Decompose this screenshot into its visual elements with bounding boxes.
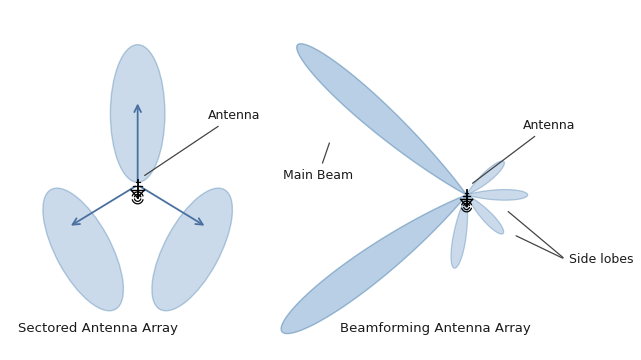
Polygon shape <box>297 44 467 195</box>
Text: Beamforming Antenna Array: Beamforming Antenna Array <box>340 322 531 336</box>
Polygon shape <box>467 195 504 234</box>
Text: Side lobes: Side lobes <box>569 253 633 266</box>
Polygon shape <box>467 161 504 195</box>
Polygon shape <box>281 195 467 334</box>
Polygon shape <box>467 190 528 200</box>
Text: Sectored Antenna Array: Sectored Antenna Array <box>19 322 178 336</box>
Text: Main Beam: Main Beam <box>283 143 353 181</box>
Ellipse shape <box>43 188 124 311</box>
Polygon shape <box>451 195 467 268</box>
Ellipse shape <box>152 188 233 311</box>
Ellipse shape <box>110 45 165 183</box>
Text: Antenna: Antenna <box>472 119 576 183</box>
Text: Antenna: Antenna <box>145 109 261 175</box>
